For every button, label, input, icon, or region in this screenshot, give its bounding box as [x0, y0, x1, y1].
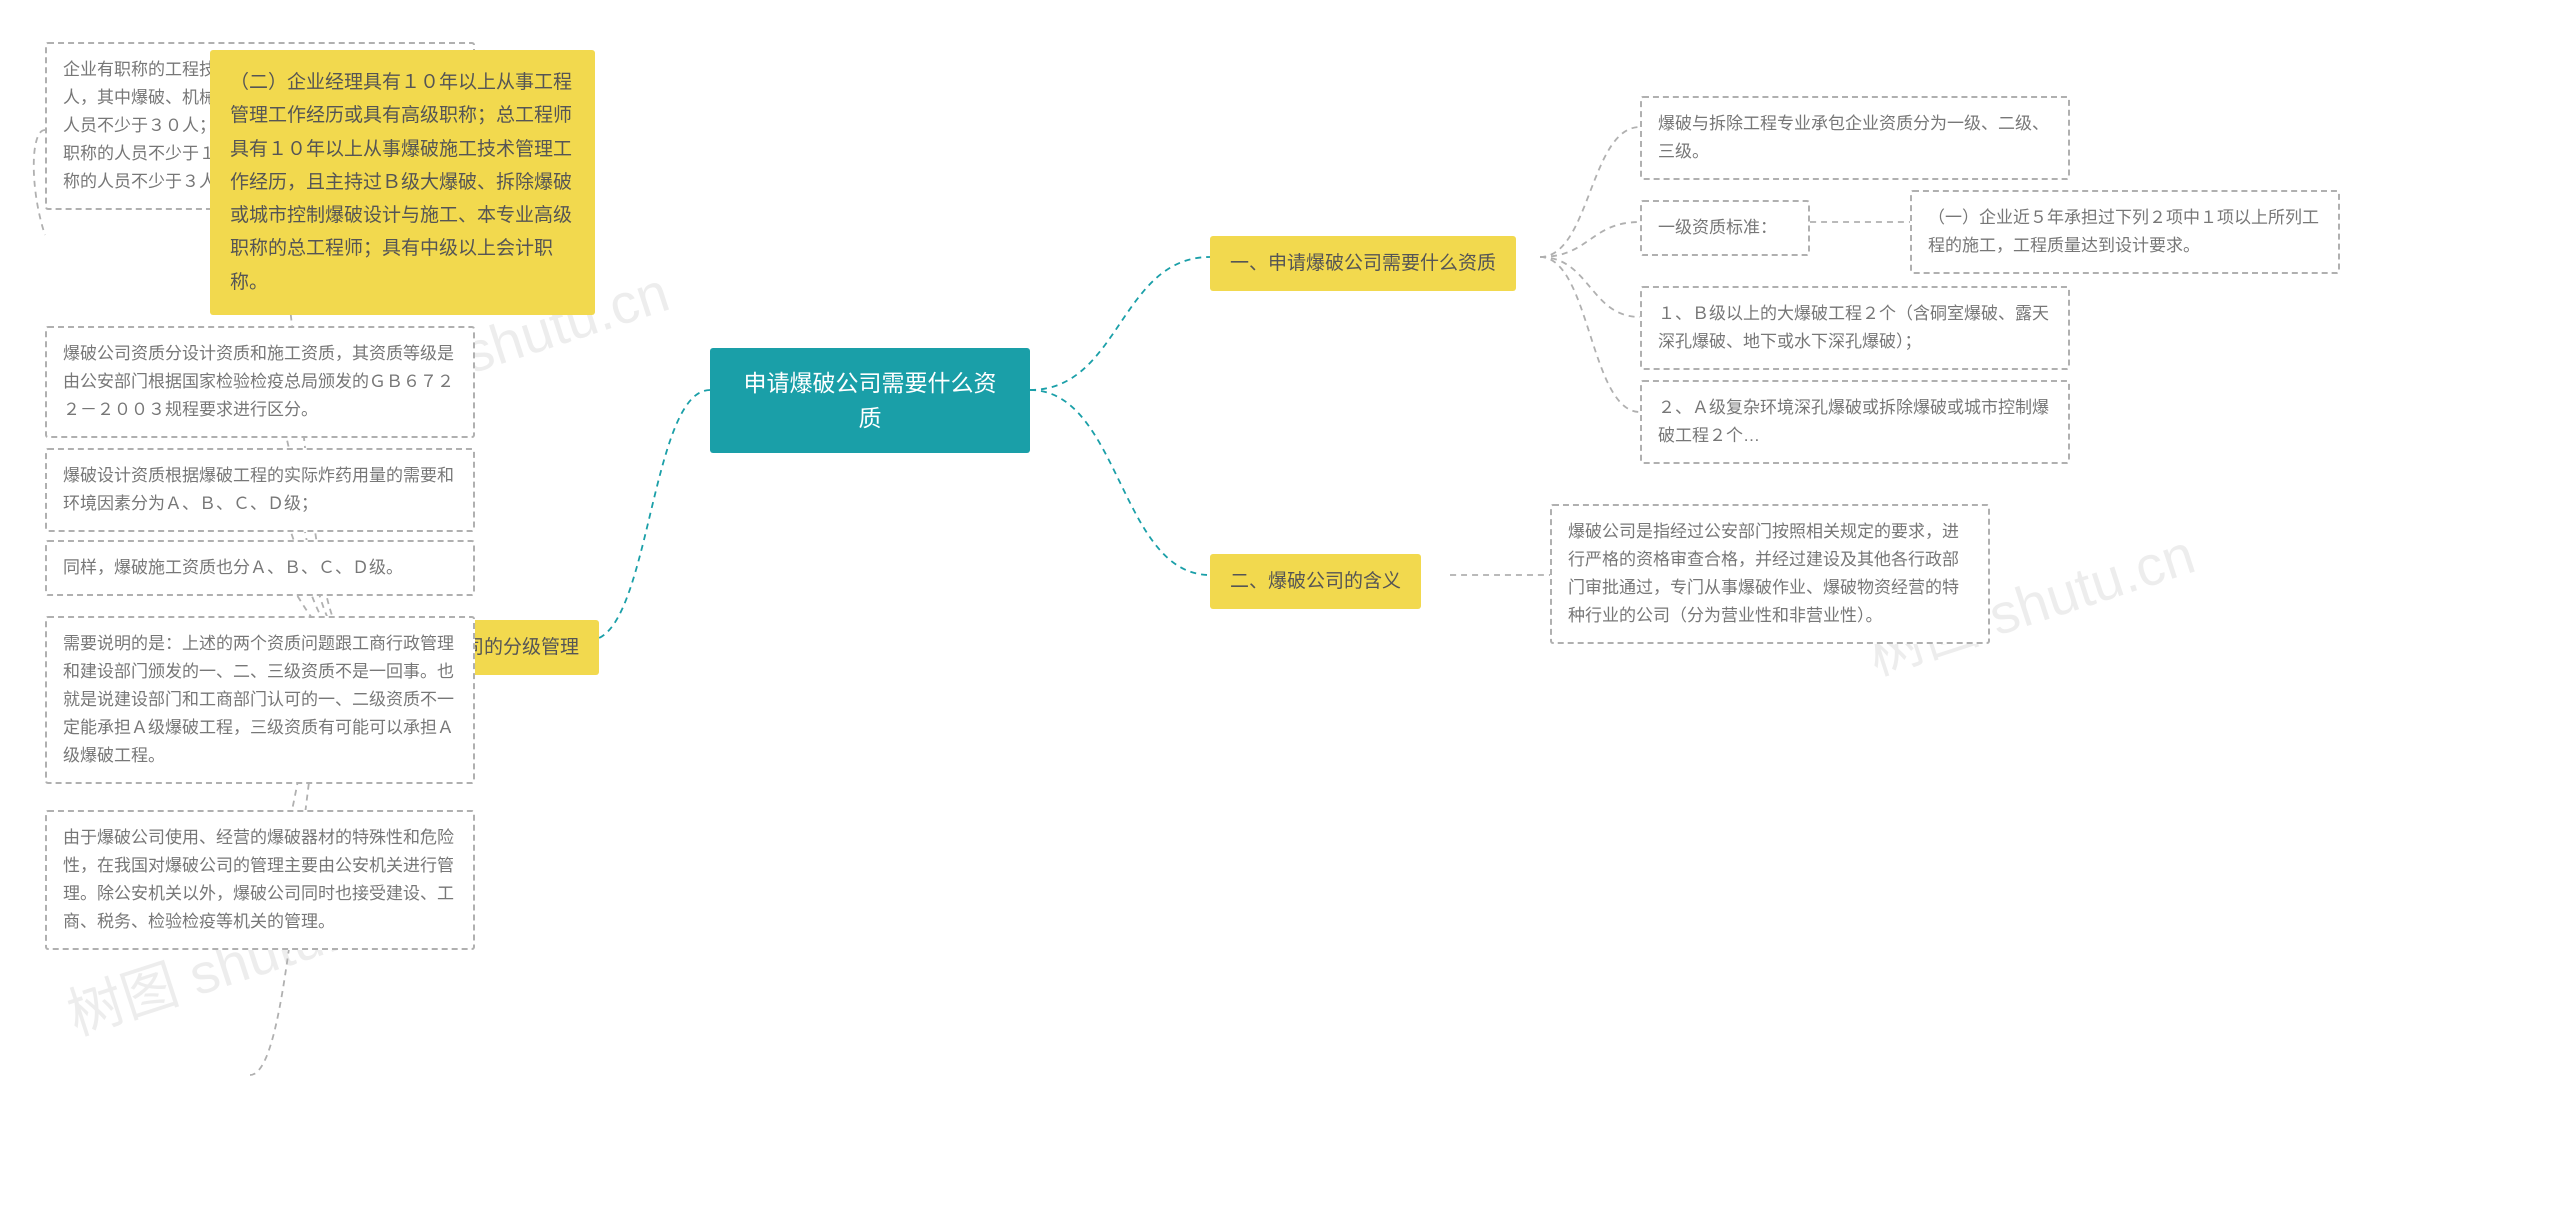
leaf-l-3: 同样，爆破施工资质也分Ａ、Ｂ、Ｃ、Ｄ级。 — [45, 540, 475, 596]
leaf-r2-1: 爆破公司是指经过公安部门按照相关规定的要求，进行严格的资格审查合格，并经过建设及… — [1550, 504, 1990, 644]
leaf-r1-2-label: 一级资质标准： — [1640, 200, 1810, 256]
leaf-r1-1: 爆破与拆除工程专业承包企业资质分为一级、二级、三级。 — [1640, 96, 2070, 180]
branch-3-yellow: （二）企业经理具有１０年以上从事工程管理工作经历或具有高级职称；总工程师具有１０… — [210, 50, 595, 315]
leaf-r1-2-sub: （一）企业近５年承担过下列２项中１项以上所列工程的施工，工程质量达到设计要求。 — [1910, 190, 2340, 274]
leaf-l-4: 需要说明的是：上述的两个资质问题跟工商行政管理和建设部门颁发的一、二、三级资质不… — [45, 616, 475, 784]
root-node: 申请爆破公司需要什么资质 — [710, 348, 1030, 453]
leaf-l-2: 爆破设计资质根据爆破工程的实际炸药用量的需要和环境因素分为Ａ、Ｂ、Ｃ、Ｄ级； — [45, 448, 475, 532]
branch-1: 一、申请爆破公司需要什么资质 — [1210, 236, 1516, 291]
leaf-r1-3: １、Ｂ级以上的大爆破工程２个（含硐室爆破、露天深孔爆破、地下或水下深孔爆破）； — [1640, 286, 2070, 370]
branch-2: 二、爆破公司的含义 — [1210, 554, 1421, 609]
leaf-l-5: 由于爆破公司使用、经营的爆破器材的特殊性和危险性，在我国对爆破公司的管理主要由公… — [45, 810, 475, 950]
leaf-r1-4: ２、Ａ级复杂环境深孔爆破或拆除爆破或城市控制爆破工程２个… — [1640, 380, 2070, 464]
leaf-l-1: 爆破公司资质分设计资质和施工资质，其资质等级是由公安部门根据国家检验检疫总局颁发… — [45, 326, 475, 438]
